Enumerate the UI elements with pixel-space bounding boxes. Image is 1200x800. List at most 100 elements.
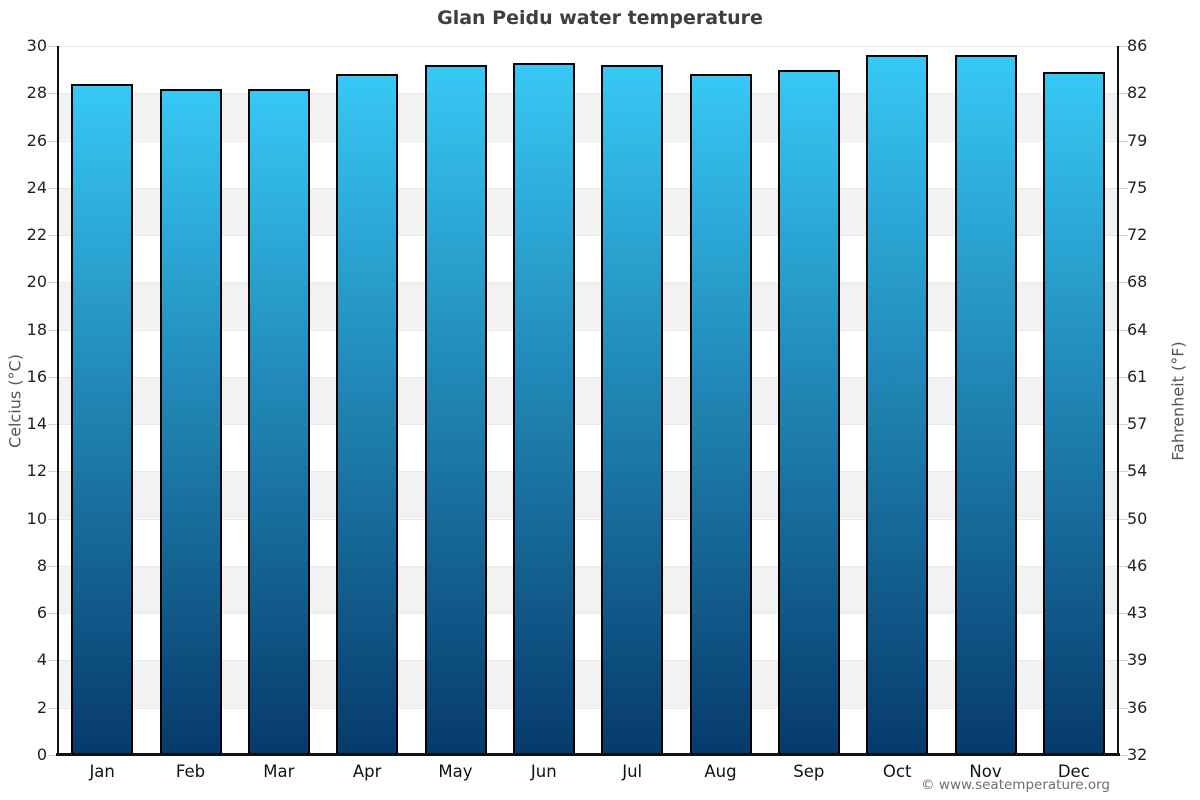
gridline [58, 613, 1118, 615]
y-tick-label-celsius: 16 [26, 366, 47, 386]
y-tick-label-fahrenheit: 75 [1127, 177, 1148, 197]
gridline [58, 93, 1118, 95]
tick-mark [1119, 235, 1128, 237]
tick-mark [48, 187, 57, 189]
tick-mark [1119, 187, 1128, 189]
tick-mark [48, 707, 57, 709]
x-tick-label-oct: Oct [882, 762, 912, 781]
gridline [58, 518, 1118, 520]
y-tick-label-fahrenheit: 39 [1127, 650, 1148, 670]
y-tick-label-celsius: 8 [36, 555, 47, 575]
y-tick-label-celsius: 10 [26, 508, 47, 528]
y-tick-label-celsius: 30 [26, 36, 47, 55]
tick-mark [48, 565, 57, 567]
y-tick-label-celsius: 24 [26, 177, 47, 197]
y-tick-label-fahrenheit: 61 [1127, 366, 1148, 386]
tick-mark [1119, 518, 1128, 520]
gridline [58, 707, 1118, 709]
tick-mark [1119, 93, 1128, 95]
bar-jul [601, 65, 663, 755]
tick-mark [48, 424, 57, 426]
gridline [58, 471, 1118, 473]
bar-dec [1043, 72, 1105, 755]
tick-mark [48, 518, 57, 520]
chart-title: Glan Peidu water temperature [437, 7, 763, 29]
gridline [58, 329, 1118, 331]
tick-mark [1119, 565, 1128, 567]
y-tick-label-celsius: 18 [26, 319, 47, 339]
y-tick-label-celsius: 14 [26, 414, 47, 434]
x-tick-label-jul: Jul [622, 762, 643, 781]
tick-mark [1119, 424, 1128, 426]
y-tick-label-fahrenheit: 86 [1127, 36, 1148, 55]
y-tick-label-fahrenheit: 79 [1127, 130, 1148, 150]
x-tick-label-jun: Jun [530, 762, 557, 781]
tick-mark [48, 235, 57, 237]
x-tick-label-aug: Aug [704, 762, 737, 781]
plot-area [58, 46, 1118, 756]
y-tick-label-celsius: 2 [36, 697, 47, 717]
x-tick-label-sep: Sep [793, 762, 825, 781]
gridline [58, 187, 1118, 189]
tick-mark [48, 282, 57, 284]
gridline [58, 282, 1118, 284]
y-axis-line-left [57, 46, 59, 755]
y-tick-label-celsius: 28 [26, 83, 47, 103]
tick-mark [48, 660, 57, 662]
y-tick-label-fahrenheit: 57 [1127, 414, 1148, 434]
y-tick-label-celsius: 4 [36, 650, 47, 670]
tick-mark [48, 46, 57, 47]
tick-mark [1119, 140, 1128, 142]
y-axis-title-celsius: Celcius (°C) [5, 353, 25, 448]
gridline [58, 660, 1118, 662]
tick-mark [48, 613, 57, 615]
gridline [58, 46, 1118, 47]
bar-jun [513, 63, 575, 755]
y-tick-label-celsius: 22 [26, 225, 47, 245]
x-tick-label-feb: Feb [175, 762, 206, 781]
credit-link[interactable]: © www.seatemperature.org [921, 777, 1110, 793]
tick-mark [1119, 755, 1128, 756]
y-tick-label-celsius: 12 [26, 461, 47, 481]
tick-mark [1119, 707, 1128, 709]
bar-aug [690, 74, 752, 755]
tick-mark [48, 93, 57, 95]
x-axis-line [56, 753, 1120, 756]
y-tick-label-fahrenheit: 68 [1127, 272, 1148, 292]
x-tick-label-may: May [438, 762, 473, 781]
y-tick-label-celsius: 6 [36, 603, 47, 623]
y-tick-label-celsius: 26 [26, 130, 47, 150]
y-tick-label-fahrenheit: 54 [1127, 461, 1148, 481]
bar-may [425, 65, 487, 755]
tick-mark [1119, 613, 1128, 615]
y-tick-label-fahrenheit: 82 [1127, 83, 1148, 103]
y-tick-label-fahrenheit: 72 [1127, 225, 1148, 245]
y-tick-label-fahrenheit: 46 [1127, 555, 1148, 575]
bar-sep [778, 70, 840, 755]
y-tick-label-fahrenheit: 64 [1127, 319, 1148, 339]
x-tick-label-mar: Mar [263, 762, 295, 781]
y-axis-line-right [1117, 46, 1119, 755]
tick-mark [48, 471, 57, 473]
tick-mark [1119, 282, 1128, 284]
tick-mark [1119, 376, 1128, 378]
tick-mark [48, 376, 57, 378]
bar-feb [160, 89, 222, 755]
y-axis-title-fahrenheit: Fahrenheit (°F) [1168, 340, 1188, 461]
tick-mark [48, 329, 57, 331]
tick-mark [1119, 471, 1128, 473]
tick-mark [48, 755, 57, 756]
y-tick-label-celsius: 0 [36, 745, 47, 764]
bar-nov [955, 55, 1017, 755]
bar-oct [866, 55, 928, 755]
y-tick-label-fahrenheit: 36 [1127, 697, 1148, 717]
gridline [58, 376, 1118, 378]
x-tick-label-nov: Nov [969, 762, 1002, 781]
tick-mark [1119, 660, 1128, 662]
x-tick-label-dec: Dec [1057, 762, 1090, 781]
tick-mark [48, 140, 57, 142]
x-tick-label-apr: Apr [352, 762, 382, 781]
bar-apr [336, 74, 398, 755]
bar-jan [71, 84, 133, 755]
